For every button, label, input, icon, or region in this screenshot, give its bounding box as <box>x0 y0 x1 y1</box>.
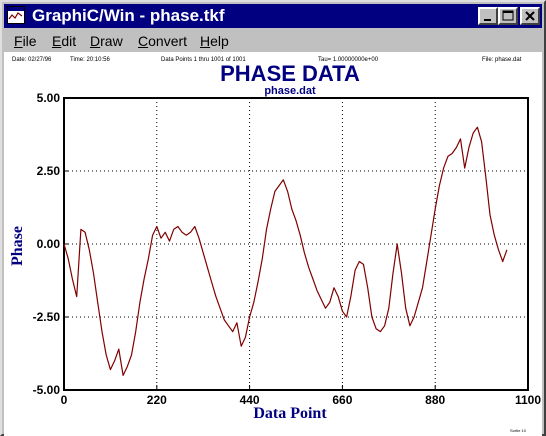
y-tick-label: 0.00 <box>37 237 61 251</box>
y-tick-label: -5.00 <box>33 383 61 397</box>
menu-draw[interactable]: Draw <box>90 33 123 49</box>
window-title: GraphiC/Win - phase.tkf <box>32 6 225 25</box>
maximize-icon[interactable] <box>498 7 518 25</box>
y-tick-label: 5.00 <box>37 91 61 105</box>
footer-stamp: Sortie 10 <box>510 428 527 433</box>
phase-series-line <box>63 126 508 376</box>
header-tau: Tau= 1.00000000e+00 <box>318 57 379 63</box>
header-date: Date: 02/27/96 <box>12 57 52 63</box>
y-tick-label: -2.50 <box>33 310 61 324</box>
header-file: File: phase.dat <box>482 57 522 63</box>
header-time: Time: 20:10:56 <box>70 57 110 63</box>
x-tick-label: 0 <box>61 393 68 407</box>
y-tick-label: 2.50 <box>37 164 61 178</box>
title-bar[interactable]: GraphiC/Win - phase.tkf <box>4 4 542 28</box>
x-tick-label: 440 <box>240 393 260 407</box>
tick-labels: 0 220 440 660 880 1100 5.00 2.50 0.00 -2.50 -5.00 <box>33 91 542 407</box>
grid-lines <box>64 98 528 390</box>
x-axis-label: Data Point <box>253 405 327 422</box>
plot-area: Date: 02/27/96 Time: 20:10:56 Data Point… <box>4 52 542 436</box>
x-tick-label: 1100 <box>515 393 541 407</box>
menu-bar: File Edit Draw Convert Help <box>4 30 542 52</box>
menu-edit[interactable]: Edit <box>52 33 77 49</box>
y-axis-label: Phase <box>9 226 26 266</box>
menu-convert[interactable]: Convert <box>138 33 188 49</box>
chart-title: PHASE DATA <box>220 61 360 86</box>
close-icon[interactable] <box>520 7 540 25</box>
x-tick-label: 880 <box>425 393 445 407</box>
menu-help[interactable]: Help <box>200 33 229 49</box>
chart-subtitle: phase.dat <box>264 85 316 97</box>
menu-file[interactable]: File <box>14 33 37 49</box>
x-tick-label: 660 <box>332 393 352 407</box>
graphic-app-icon[interactable] <box>7 6 25 24</box>
phase-chart: Date: 02/27/96 Time: 20:10:56 Data Point… <box>9 57 542 433</box>
header-points: Data Points 1 thru 1001 of 1001 <box>161 57 246 63</box>
series-group <box>63 126 508 376</box>
x-tick-label: 220 <box>147 393 167 407</box>
minimize-icon[interactable] <box>478 7 498 25</box>
